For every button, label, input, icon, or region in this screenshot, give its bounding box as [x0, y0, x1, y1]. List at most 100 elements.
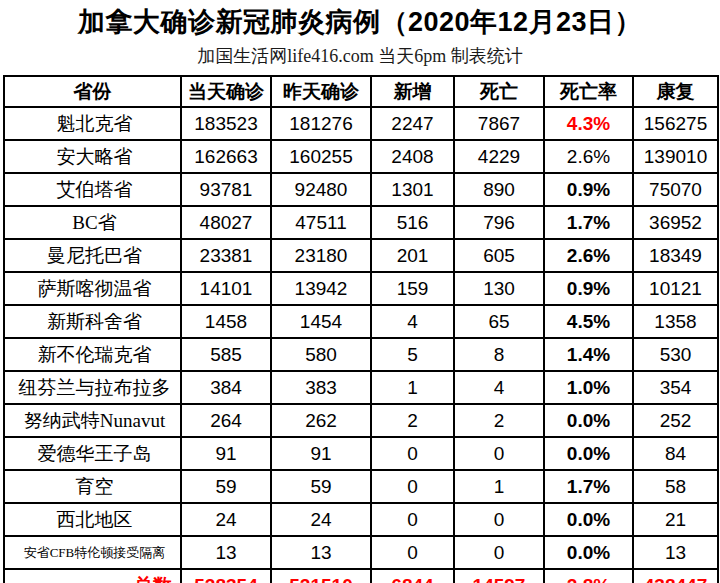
province-cell: 育空 [4, 470, 181, 503]
recovered-cell: 36952 [633, 206, 718, 239]
table-row: 育空5959011.7%58 [4, 470, 718, 503]
new-cell: 2 [371, 404, 454, 437]
recovered-cell: 354 [633, 371, 718, 404]
table-row: 爱德华王子岛9191000.0%84 [4, 437, 718, 470]
province-cell: BC省 [4, 206, 181, 239]
deaths-cell: 2 [454, 404, 544, 437]
new-cell: 0 [371, 536, 454, 569]
new-cell: 159 [371, 272, 454, 305]
yesterday-cell: 383 [271, 371, 371, 404]
deaths-cell: 605 [454, 239, 544, 272]
table-row: BC省48027475115167961.7%36952 [4, 206, 718, 239]
deaths-cell: 0 [454, 503, 544, 536]
today-cell: 91 [181, 437, 271, 470]
province-cell: 纽芬兰与拉布拉多 [4, 371, 181, 404]
recovered-cell: 13 [633, 536, 718, 569]
column-header: 康复 [633, 76, 718, 107]
death-rate-cell: 0.9% [544, 272, 633, 305]
death-rate-cell: 0.9% [544, 173, 633, 206]
yesterday-cell: 580 [271, 338, 371, 371]
province-cell: 魁北克省 [4, 107, 181, 140]
death-rate-cell: 1.7% [544, 206, 633, 239]
new-cell: 201 [371, 239, 454, 272]
recovered-cell: 252 [633, 404, 718, 437]
yesterday-cell: 160255 [271, 140, 371, 173]
total-new-cell: 6844 [371, 569, 454, 583]
today-cell: 162663 [181, 140, 271, 173]
table-row: 魁北克省183523181276224778674.3%156275 [4, 107, 718, 140]
yesterday-cell: 13 [271, 536, 371, 569]
recovered-cell: 84 [633, 437, 718, 470]
today-cell: 23381 [181, 239, 271, 272]
deaths-cell: 890 [454, 173, 544, 206]
death-rate-cell: 0.0% [544, 404, 633, 437]
death-rate-cell: 1.0% [544, 371, 633, 404]
province-cell: 努纳武特Nunavut [4, 404, 181, 437]
recovered-cell: 530 [633, 338, 718, 371]
province-cell: 曼尼托巴省 [4, 239, 181, 272]
today-cell: 24 [181, 503, 271, 536]
recovered-cell: 21 [633, 503, 718, 536]
death-rate-cell: 2.6% [544, 239, 633, 272]
yesterday-cell: 13942 [271, 272, 371, 305]
province-cell: 爱德华王子岛 [4, 437, 181, 470]
deaths-cell: 7867 [454, 107, 544, 140]
recovered-cell: 10121 [633, 272, 718, 305]
table-row: 萨斯喀彻温省14101139421591300.9%10121 [4, 272, 718, 305]
table-row: 曼尼托巴省23381231802016052.6%18349 [4, 239, 718, 272]
recovered-cell: 1358 [633, 305, 718, 338]
province-cell: 安大略省 [4, 140, 181, 173]
total-recovered-cell: 438447 [633, 569, 718, 583]
death-rate-cell: 4.3% [544, 107, 633, 140]
death-rate-cell: 2.6% [544, 140, 633, 173]
new-cell: 0 [371, 437, 454, 470]
total-today-cell: 528354 [181, 569, 271, 583]
death-rate-cell: 0.0% [544, 536, 633, 569]
recovered-cell: 156275 [633, 107, 718, 140]
yesterday-cell: 24 [271, 503, 371, 536]
column-header: 新增 [371, 76, 454, 107]
new-cell: 1 [371, 371, 454, 404]
deaths-cell: 1 [454, 470, 544, 503]
death-rate-cell: 0.0% [544, 437, 633, 470]
table-row: 新斯科舍省145814544654.5%1358 [4, 305, 718, 338]
death-rate-cell: 1.4% [544, 338, 633, 371]
yesterday-cell: 23180 [271, 239, 371, 272]
new-cell: 516 [371, 206, 454, 239]
table-row: 努纳武特Nunavut264262220.0%252 [4, 404, 718, 437]
yesterday-cell: 262 [271, 404, 371, 437]
total-row: 总数5283545215106844145972.8%438447 [4, 569, 718, 583]
new-cell: 4 [371, 305, 454, 338]
yesterday-cell: 91 [271, 437, 371, 470]
column-header: 昨天确诊 [271, 76, 371, 107]
covid-stats-table: 省份当天确诊昨天确诊新增死亡死亡率康复 魁北克省1835231812762247… [3, 75, 719, 583]
deaths-cell: 0 [454, 536, 544, 569]
recovered-cell: 75070 [633, 173, 718, 206]
today-cell: 585 [181, 338, 271, 371]
column-header: 省份 [4, 76, 181, 107]
today-cell: 264 [181, 404, 271, 437]
new-cell: 2408 [371, 140, 454, 173]
new-cell: 0 [371, 503, 454, 536]
recovered-cell: 18349 [633, 239, 718, 272]
deaths-cell: 65 [454, 305, 544, 338]
death-rate-cell: 4.5% [544, 305, 633, 338]
yesterday-cell: 181276 [271, 107, 371, 140]
column-header: 死亡 [454, 76, 544, 107]
deaths-cell: 130 [454, 272, 544, 305]
column-header: 当天确诊 [181, 76, 271, 107]
death-rate-cell: 0.0% [544, 503, 633, 536]
today-cell: 59 [181, 470, 271, 503]
page-subtitle: 加国生活网life416.com 当天6pm 制表统计 [0, 46, 720, 66]
yesterday-cell: 1454 [271, 305, 371, 338]
deaths-cell: 8 [454, 338, 544, 371]
yesterday-cell: 47511 [271, 206, 371, 239]
table-row: 纽芬兰与拉布拉多384383141.0%354 [4, 371, 718, 404]
province-cell: 新不伦瑞克省 [4, 338, 181, 371]
table-row: 安省CFB特伦顿接受隔离1313000.0%13 [4, 536, 718, 569]
deaths-cell: 796 [454, 206, 544, 239]
header-row: 省份当天确诊昨天确诊新增死亡死亡率康复 [4, 76, 718, 107]
province-cell: 新斯科舍省 [4, 305, 181, 338]
total-death-rate-cell: 2.8% [544, 569, 633, 583]
today-cell: 93781 [181, 173, 271, 206]
